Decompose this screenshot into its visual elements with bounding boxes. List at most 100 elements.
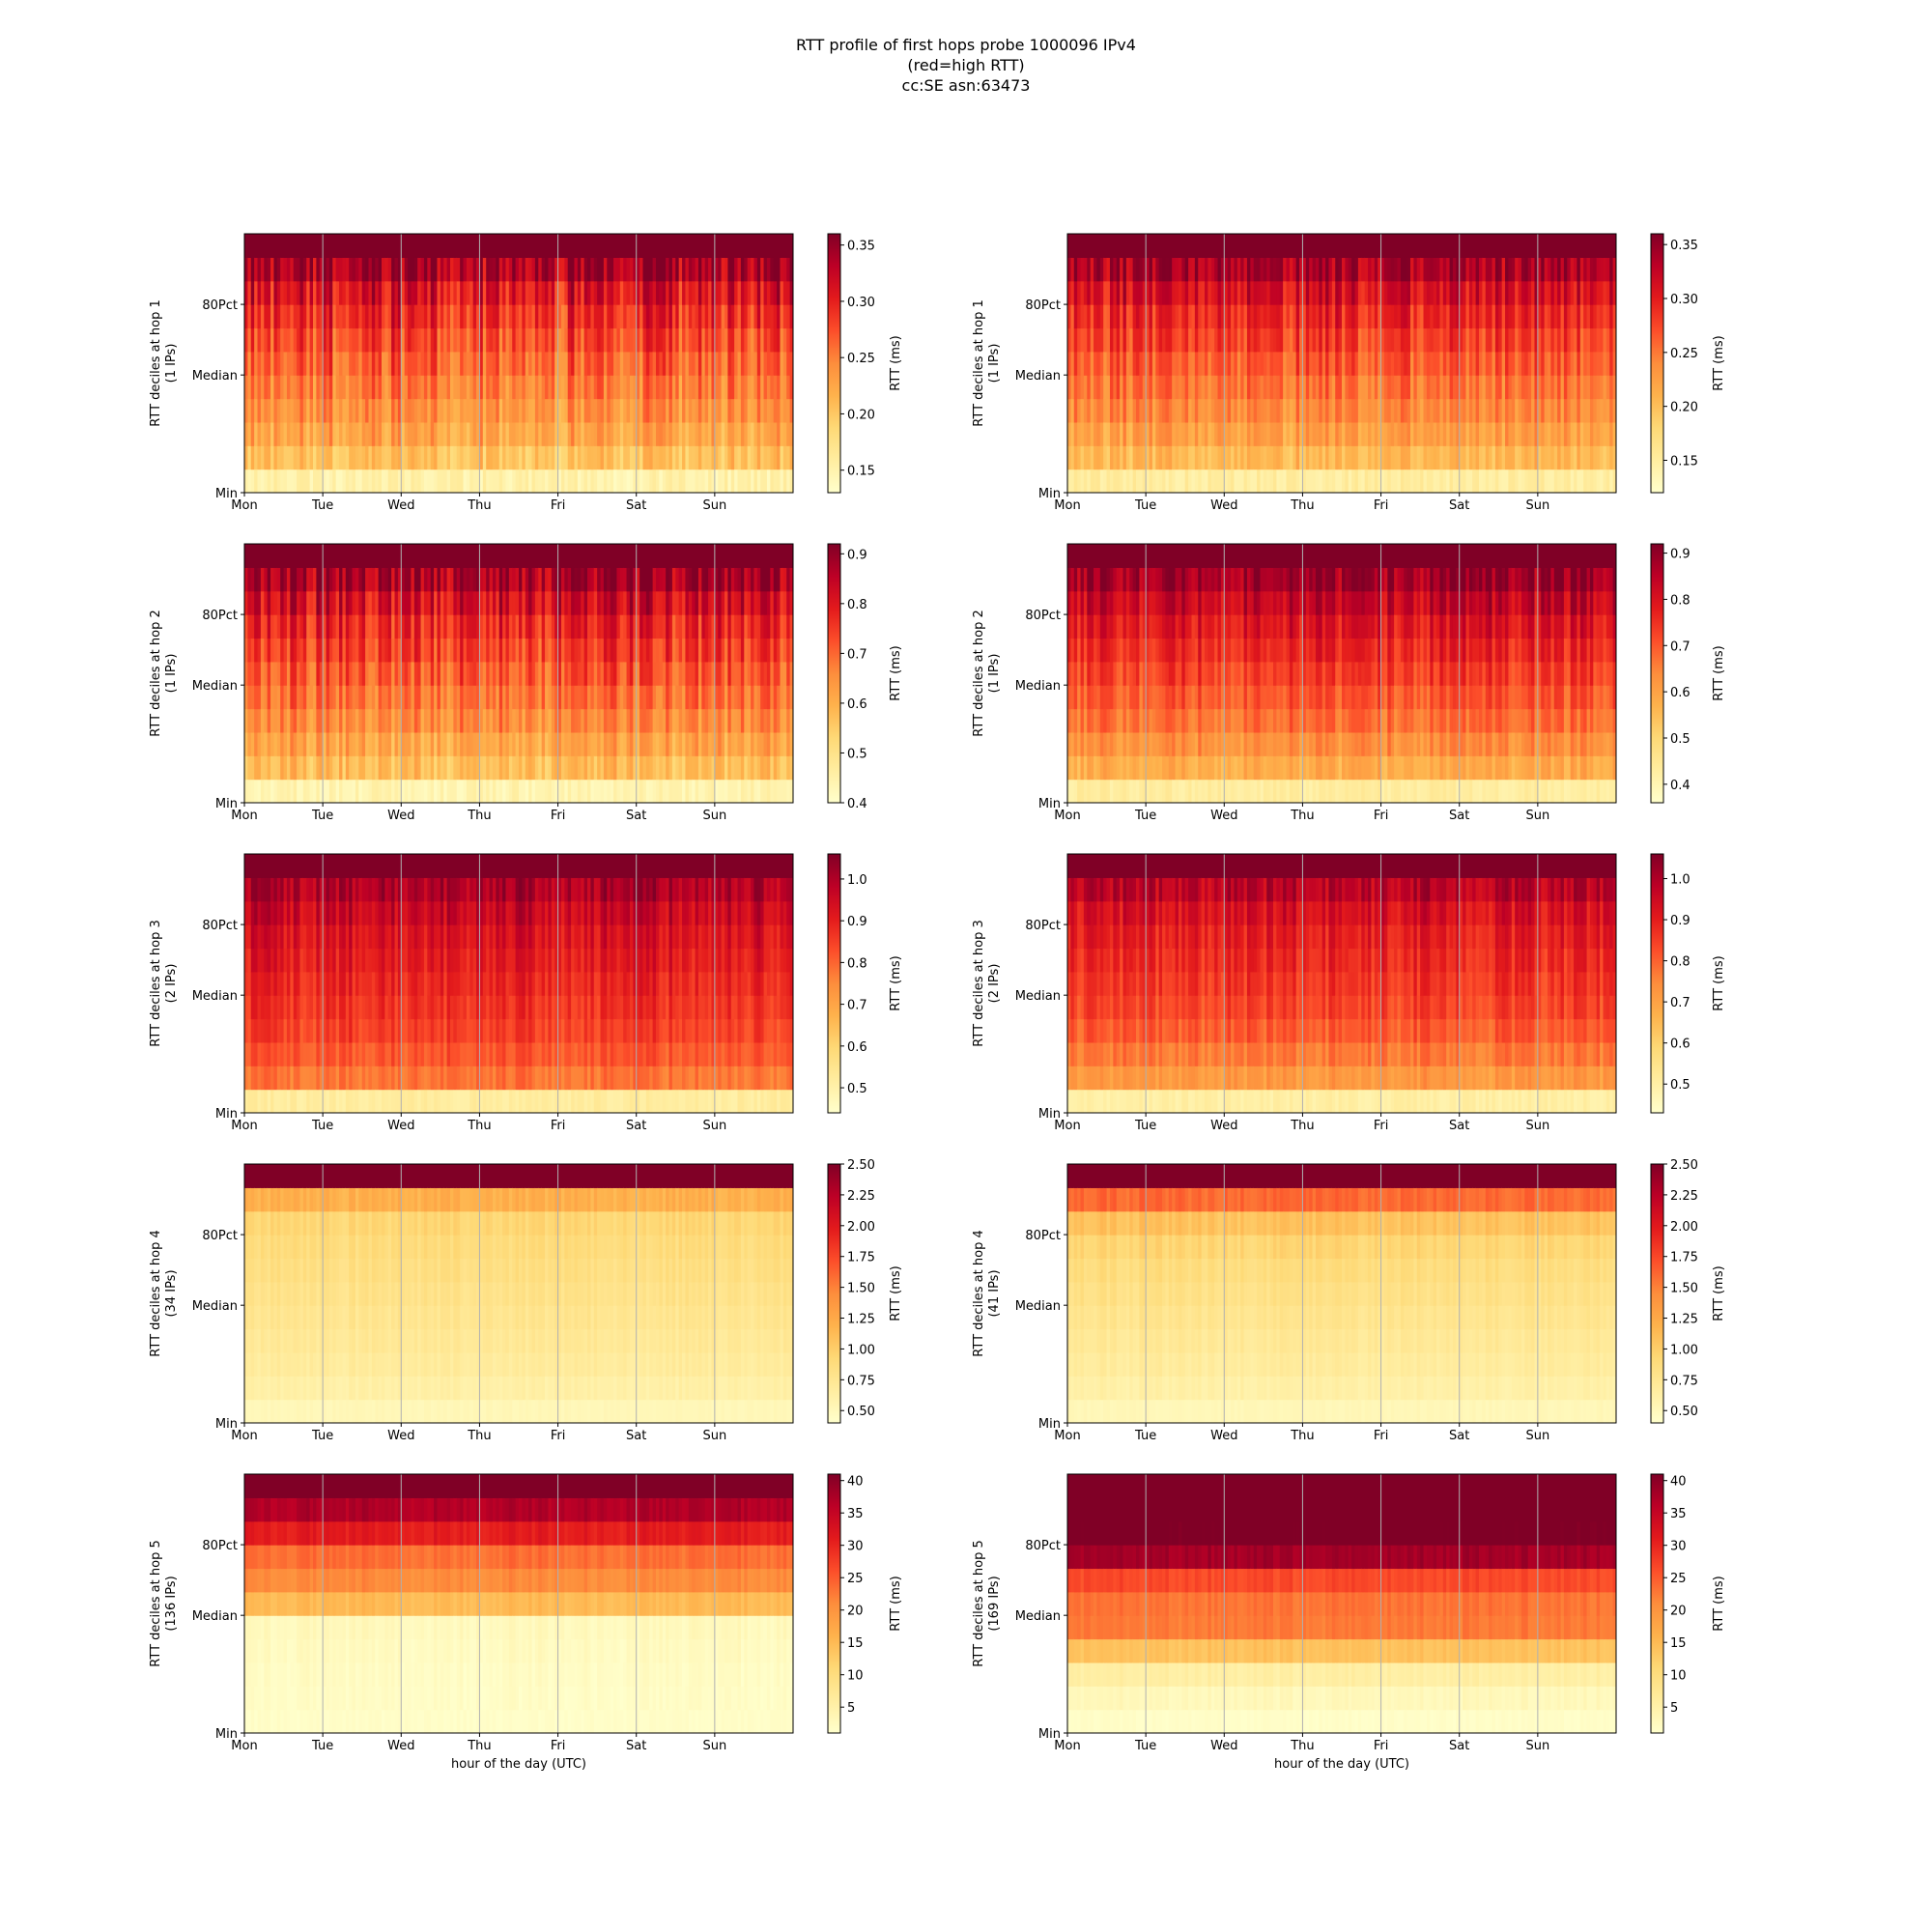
- heatmap-cell: [1338, 398, 1343, 423]
- heatmap-cell: [1410, 469, 1414, 493]
- heatmap-cell: [1537, 375, 1542, 400]
- heatmap-cell: [1276, 421, 1281, 446]
- heatmap-cell: [326, 375, 330, 400]
- heatmap-cell: [1593, 445, 1598, 470]
- heatmap-cell: [724, 469, 728, 493]
- heatmap-cell: [1426, 280, 1431, 305]
- heatmap-cell: [297, 469, 301, 493]
- heatmap-cell: [603, 280, 608, 305]
- heatmap-cell: [519, 304, 523, 329]
- heatmap-cell: [427, 755, 432, 781]
- heatmap-cell: [328, 567, 333, 592]
- heatmap-cell: [753, 351, 758, 376]
- heatmap-cell: [1208, 469, 1212, 493]
- heatmap-cell: [247, 421, 252, 446]
- heatmap-cell: [1168, 257, 1173, 282]
- heatmap-cell: [349, 280, 354, 305]
- heatmap-cell: [1188, 375, 1193, 400]
- heatmap-cell: [515, 304, 520, 329]
- heatmap-cell: [1136, 421, 1140, 446]
- heatmap-cell: [384, 567, 389, 592]
- heatmap-cell: [623, 257, 628, 282]
- heatmap-cell: [479, 280, 484, 305]
- heatmap-cell: [391, 731, 396, 756]
- heatmap-cell: [744, 257, 749, 282]
- heatmap-cell: [1073, 351, 1078, 376]
- heatmap-cell: [525, 708, 529, 733]
- heatmap-cell: [267, 590, 271, 615]
- heatmap-cell: [496, 544, 500, 568]
- heatmap-cell: [1263, 234, 1267, 258]
- heatmap-cell: [1463, 375, 1467, 400]
- heatmap-cell: [270, 708, 275, 733]
- heatmap-cell: [267, 685, 271, 710]
- heatmap-cell: [355, 398, 359, 423]
- heatmap-cell: [541, 731, 546, 756]
- heatmap-cell: [476, 567, 481, 592]
- heatmap-cell: [560, 327, 565, 353]
- heatmap-cell: [515, 638, 520, 663]
- heatmap-cell: [299, 755, 304, 781]
- heatmap-cell: [551, 445, 555, 470]
- heatmap-cell: [751, 351, 755, 376]
- heatmap-cell: [469, 614, 474, 639]
- heatmap-cell: [581, 685, 585, 710]
- heatmap-cell: [430, 590, 435, 615]
- heatmap-cell: [404, 421, 409, 446]
- heatmap-cell: [427, 257, 432, 282]
- heatmap-cell: [492, 304, 497, 329]
- heatmap-cell: [1129, 257, 1134, 282]
- heatmap-cell: [528, 398, 533, 423]
- heatmap-cell: [577, 421, 582, 446]
- heatmap-cell: [273, 351, 278, 376]
- heatmap-cell: [1423, 445, 1428, 470]
- heatmap-cell: [479, 375, 484, 400]
- heatmap-cell: [1479, 445, 1483, 470]
- heatmap-cell: [1505, 421, 1510, 446]
- heatmap-cell: [642, 375, 647, 400]
- heatmap-cell: [1371, 351, 1376, 376]
- heatmap-cell: [593, 375, 598, 400]
- heatmap-cell: [1250, 234, 1255, 258]
- heatmap-cell: [257, 638, 262, 663]
- heatmap-cell: [394, 590, 399, 615]
- heatmap-cell: [505, 257, 510, 282]
- heatmap-cell: [267, 638, 271, 663]
- heatmap-cell: [1087, 257, 1092, 282]
- heatmap-cell: [695, 280, 699, 305]
- heatmap-cell: [1603, 280, 1607, 305]
- heatmap-cell: [472, 421, 477, 446]
- heatmap-cell: [688, 234, 693, 258]
- heatmap-cell: [1472, 234, 1477, 258]
- heatmap-cell: [639, 304, 644, 329]
- heatmap-cell: [1465, 398, 1470, 423]
- heatmap-cell: [1364, 445, 1369, 470]
- heatmap-cell: [437, 544, 441, 568]
- heatmap-cell: [1240, 421, 1245, 446]
- heatmap-cell: [1579, 257, 1584, 282]
- heatmap-cell: [489, 544, 494, 568]
- heatmap-cell: [531, 375, 536, 400]
- heatmap-cell: [1577, 421, 1581, 446]
- heatmap-cell: [1459, 304, 1463, 329]
- heatmap-cell: [456, 731, 461, 756]
- heatmap-cell: [283, 731, 288, 756]
- heatmap-cell: [571, 590, 576, 615]
- heatmap-cell: [382, 755, 385, 781]
- heatmap-cell: [319, 544, 324, 568]
- heatmap-cell: [522, 398, 526, 423]
- heatmap-cell: [1260, 421, 1264, 446]
- heatmap-cell: [1243, 280, 1248, 305]
- heatmap-cell: [636, 398, 640, 423]
- heatmap-cell: [283, 327, 288, 353]
- heatmap-cell: [1449, 257, 1454, 282]
- heatmap-cell: [335, 685, 340, 710]
- heatmap-cell: [1283, 398, 1288, 423]
- heatmap-cell: [626, 398, 631, 423]
- heatmap-cell: [1433, 280, 1437, 305]
- heatmap-cell: [1548, 304, 1551, 329]
- heatmap-cell: [297, 567, 301, 592]
- heatmap-cell: [492, 544, 497, 568]
- heatmap-cell: [375, 708, 380, 733]
- heatmap-cell: [685, 234, 690, 258]
